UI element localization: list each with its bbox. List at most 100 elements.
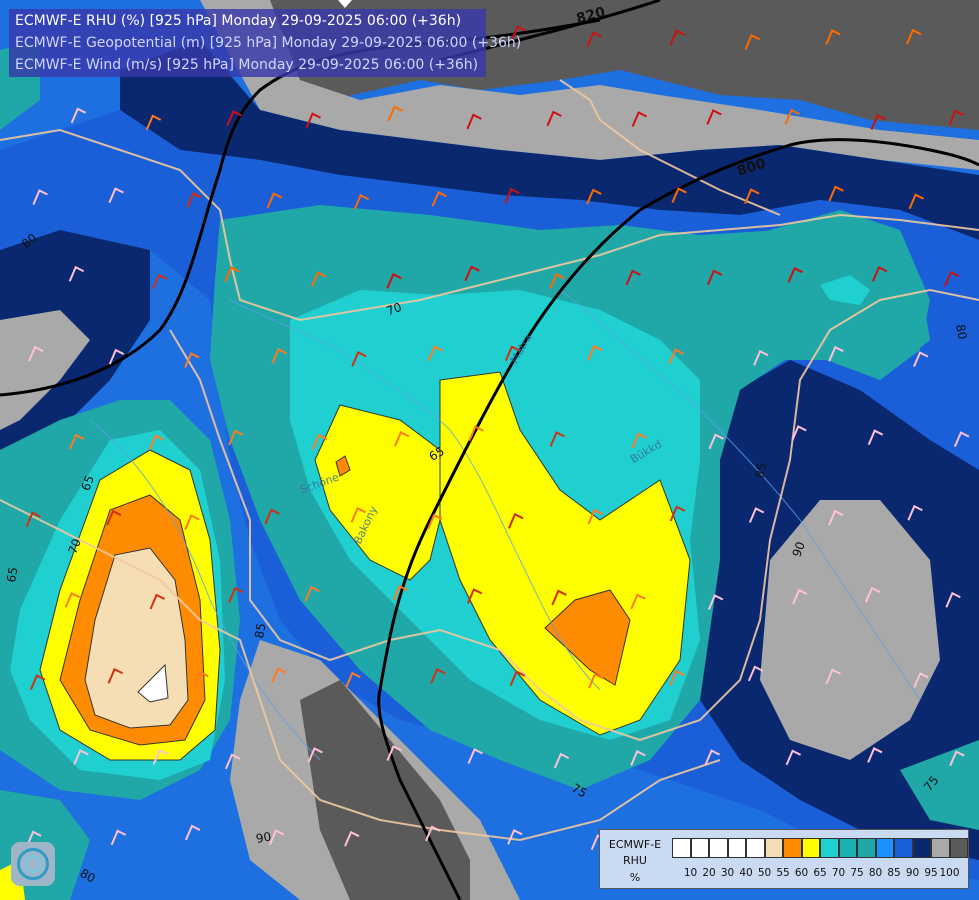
wind-barb xyxy=(504,187,520,204)
logo-ring-icon xyxy=(17,848,49,880)
wind-barb xyxy=(708,433,724,450)
wind-barb xyxy=(504,345,521,362)
wind-barb xyxy=(507,828,523,845)
wind-barb xyxy=(630,750,646,766)
wind-barb xyxy=(427,345,444,362)
wind-barb xyxy=(29,674,46,691)
legend-swatch xyxy=(709,838,728,858)
rhu-label: 80 xyxy=(78,866,98,886)
wind-barb xyxy=(271,348,287,364)
wind-barb xyxy=(152,273,168,290)
legend-swatch xyxy=(875,838,894,858)
wind-barb xyxy=(304,585,320,602)
legend-tick-label: 40 xyxy=(739,867,753,879)
legend-model: ECMWF-E xyxy=(608,838,662,851)
wind-barb xyxy=(266,192,283,209)
wind-barb xyxy=(186,192,202,208)
wind-barb xyxy=(706,109,722,125)
rhu-label: 75 xyxy=(569,781,589,801)
wind-barb xyxy=(386,272,402,289)
wind-barb xyxy=(704,749,720,766)
wind-barb xyxy=(392,584,408,601)
wind-barb xyxy=(828,345,844,362)
wind-barb xyxy=(268,829,285,845)
legend-unit: % xyxy=(629,871,641,884)
wind-barb xyxy=(907,504,923,521)
wind-barb xyxy=(753,349,769,366)
wind-barb xyxy=(228,429,244,446)
wind-barb xyxy=(264,508,280,525)
wind-barb xyxy=(353,193,370,210)
wind-barb xyxy=(864,586,881,603)
legend-swatch xyxy=(672,838,691,858)
rhu-orange-east xyxy=(544,589,631,686)
wind-barb xyxy=(784,108,800,125)
wind-barb xyxy=(630,593,646,610)
rhu-right-gray xyxy=(760,500,940,760)
legend-swatch xyxy=(801,838,820,858)
logo-inner-ring-icon xyxy=(24,855,42,873)
wind-barb xyxy=(466,588,483,604)
wind-barb xyxy=(226,110,242,126)
wind-barb xyxy=(145,114,162,131)
rhu-label: 85 xyxy=(252,622,268,639)
wind-barb xyxy=(871,265,888,282)
wind-barb xyxy=(587,508,603,525)
rhu-orange-small xyxy=(335,455,351,477)
wind-barb xyxy=(464,265,480,282)
wind-barb xyxy=(430,667,446,684)
legend-tick-label: 90 xyxy=(905,867,920,879)
legend-swatch xyxy=(783,838,802,858)
wind-barb xyxy=(108,348,125,365)
top-marker xyxy=(338,0,352,8)
wind-barb xyxy=(744,34,760,50)
legend-swatch xyxy=(838,838,857,858)
wind-barb xyxy=(792,588,808,605)
legend-variable: RHU xyxy=(623,854,647,867)
legend-swatch xyxy=(727,838,746,858)
legend-swatch xyxy=(949,838,968,858)
legend-swatch xyxy=(690,838,709,858)
wind-barb xyxy=(311,271,327,287)
legend-tick-label: 95 xyxy=(924,867,938,879)
rhu-label: 80 xyxy=(953,323,969,340)
rhu-label: 65 xyxy=(79,473,97,492)
wind-barb xyxy=(828,185,844,202)
rhu-label: 70 xyxy=(66,537,84,556)
wind-barb xyxy=(944,270,960,287)
rhu-label: 85 xyxy=(753,462,769,479)
legend-swatch xyxy=(820,838,839,858)
wind-barb xyxy=(228,586,244,603)
wind-barb xyxy=(953,431,970,447)
wind-barb xyxy=(431,191,447,207)
wind-barb xyxy=(466,113,482,130)
wind-barb xyxy=(867,429,884,446)
wind-barb xyxy=(427,513,443,530)
rhu-left-gray xyxy=(0,310,90,430)
rhu-yellow-east xyxy=(439,371,691,736)
legend-tick-label: 30 xyxy=(720,867,735,879)
wind-barb xyxy=(671,187,687,204)
wind-barb xyxy=(913,672,929,688)
wind-barb xyxy=(184,352,200,368)
legend-swatch xyxy=(857,838,876,858)
wind-barb xyxy=(344,830,360,847)
legend-swatch xyxy=(912,838,931,858)
wind-barb xyxy=(68,265,85,282)
rhu-ne-cyan xyxy=(820,275,870,305)
wind-barb xyxy=(69,433,85,450)
rhu-yellow-west xyxy=(314,404,441,581)
wind-barb xyxy=(307,747,323,763)
wind-barb xyxy=(152,749,169,765)
wind-barb xyxy=(631,432,647,449)
wind-barb xyxy=(747,665,764,682)
wind-barb xyxy=(108,187,124,204)
rivers xyxy=(89,289,921,761)
legend-tick-label: 60 xyxy=(794,867,809,879)
wind-barb xyxy=(64,592,81,608)
legend-tick-label: 70 xyxy=(831,867,846,879)
wind-barbs xyxy=(25,25,970,851)
wind-barb xyxy=(949,750,965,767)
wind-barb xyxy=(549,431,565,447)
wind-barb xyxy=(908,193,925,210)
